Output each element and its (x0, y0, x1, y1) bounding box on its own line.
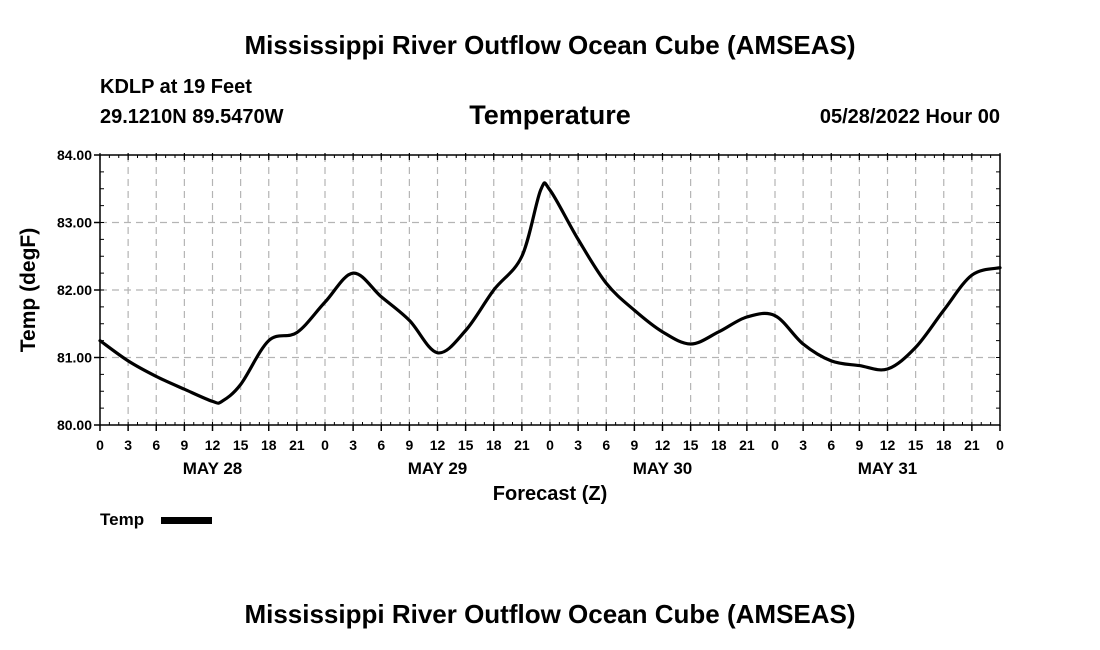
x-tick-label: 12 (430, 437, 446, 453)
x-tick-label: 12 (655, 437, 671, 453)
x-tick-label: 18 (711, 437, 727, 453)
x-tick-label: 6 (152, 437, 160, 453)
x-tick-label: 0 (546, 437, 554, 453)
x-tick-label: 6 (377, 437, 385, 453)
x-tick-label: 9 (855, 437, 863, 453)
station-label: KDLP at 19 Feet (100, 76, 252, 98)
x-tick-label: 21 (964, 437, 980, 453)
x-tick-label: 21 (514, 437, 530, 453)
x-tick-label: 6 (602, 437, 610, 453)
y-axis-label: Temp (degF) (17, 228, 40, 352)
y-tick-label: 83.00 (57, 215, 92, 231)
x-tick-label: 0 (321, 437, 329, 453)
x-tick-label: 15 (233, 437, 249, 453)
x-tick-label: 3 (799, 437, 807, 453)
x-tick-label: 9 (405, 437, 413, 453)
legend-swatch-temp (161, 517, 212, 524)
x-tick-label: 0 (96, 437, 104, 453)
x-tick-label: 3 (574, 437, 582, 453)
x-axis-label: Forecast (Z) (493, 483, 607, 505)
x-tick-label: 15 (683, 437, 699, 453)
x-tick-label: 12 (205, 437, 221, 453)
x-tick-label: 0 (771, 437, 779, 453)
y-tick-label: 84.00 (57, 147, 92, 163)
forecast-datetime: 05/28/2022 Hour 00 (819, 106, 1000, 128)
x-tick-label: 15 (908, 437, 924, 453)
x-tick-label: 21 (739, 437, 755, 453)
x-day-label: MAY 28 (183, 459, 243, 478)
x-day-label: MAY 29 (408, 459, 468, 478)
y-tick-label: 82.00 (57, 282, 92, 298)
x-tick-label: 9 (630, 437, 638, 453)
x-tick-label: 18 (936, 437, 952, 453)
station-coordinates: 29.1210N 89.5470W (100, 106, 284, 128)
plot-frame (99, 154, 1001, 426)
y-tick-label: 81.00 (57, 350, 92, 366)
x-tick-label: 6 (827, 437, 835, 453)
x-tick-label: 12 (880, 437, 896, 453)
page-title: Mississippi River Outflow Ocean Cube (AM… (244, 30, 856, 60)
x-tick-label: 15 (458, 437, 474, 453)
x-tick-label: 3 (124, 437, 132, 453)
x-day-label: MAY 30 (633, 459, 693, 478)
x-day-label: MAY 31 (858, 459, 918, 478)
x-tick-label: 18 (261, 437, 277, 453)
y-tick-label: 80.00 (57, 417, 92, 433)
footer-title: Mississippi River Outflow Ocean Cube (AM… (244, 599, 856, 629)
chart-title: Temperature (469, 100, 631, 130)
x-tick-label: 0 (996, 437, 1004, 453)
grid-layer (100, 155, 1000, 425)
series-line-temp (98, 181, 1002, 405)
legend-label-temp: Temp (100, 510, 144, 529)
series-layer (98, 181, 1002, 405)
x-tick-label: 9 (180, 437, 188, 453)
x-tick-label: 21 (289, 437, 305, 453)
axis-layer: 80.00 81.00 82.00 83.00 84.00 0 3 6 9 12 15 18 21 0 3 6… (57, 147, 1004, 478)
x-tick-label: 3 (349, 437, 357, 453)
x-tick-label: 18 (486, 437, 502, 453)
